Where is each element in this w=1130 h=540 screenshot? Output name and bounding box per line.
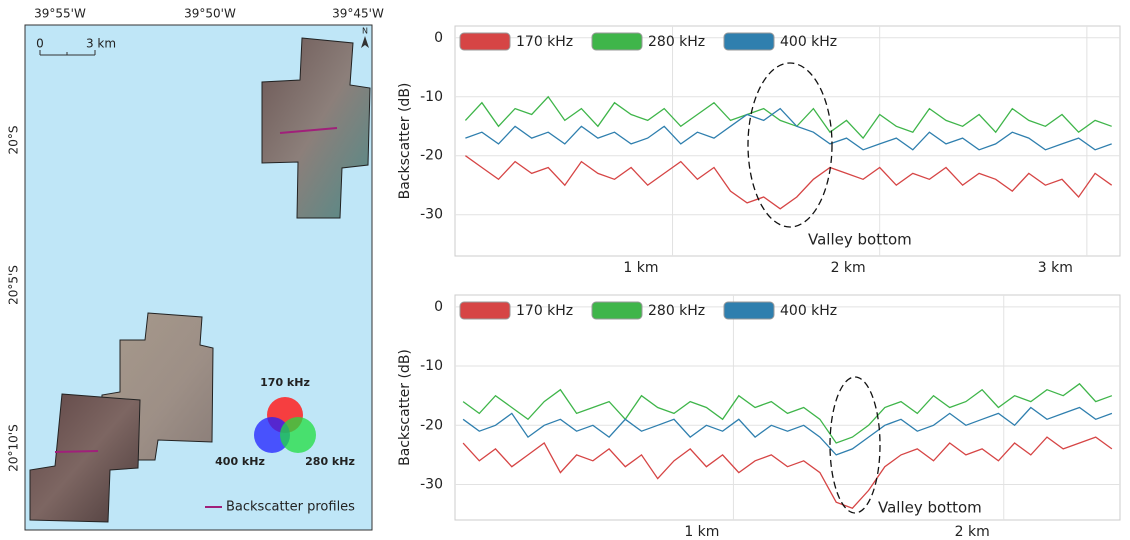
legend-label: 400 kHz: [780, 303, 837, 319]
scale-label: 0: [36, 37, 44, 51]
data-line: [462, 436, 1113, 509]
lon-label: 39°50'W: [184, 7, 236, 21]
lat-label: 20°5'S: [7, 265, 21, 305]
x-tick-label: 2 km: [955, 524, 990, 540]
rgb-label: 400 kHz: [215, 455, 265, 468]
y-tick-label: -10: [420, 358, 443, 374]
rgb-key: [254, 397, 316, 453]
annotation-ellipse: [747, 62, 833, 228]
annotation: Valley bottom: [878, 499, 982, 517]
legend-label: 170 kHz: [516, 303, 573, 319]
legend-swatch: [723, 32, 775, 51]
rgb-circle: [280, 417, 316, 453]
x-tick-label: 2 km: [831, 260, 866, 276]
y-tick-label: -20: [420, 148, 443, 164]
data-line: [464, 95, 1112, 140]
lat-label: 20°S: [7, 126, 21, 155]
legend-swatch: [723, 301, 775, 320]
plot-area: [454, 25, 1121, 257]
chart: 0 -10 -20 -30 1 km 2 km 3 km Backscatter (dB) 17…: [397, 25, 1121, 276]
legend-swatch: [591, 32, 643, 51]
map: 0 3 km N 39°55'W 39°50'W 39°45'W 20°S 20…: [7, 7, 384, 531]
profile-line: [279, 127, 338, 134]
profile-line: [54, 450, 99, 453]
legend-swatch: [591, 301, 643, 320]
mosaic-southwest: [29, 393, 141, 523]
y-tick-label: -10: [420, 89, 443, 105]
legend-label: 400 kHz: [780, 34, 837, 50]
lat-label: 20°10'S: [7, 424, 21, 471]
rgb-label: 280 kHz: [305, 455, 355, 468]
scale-label: 3 km: [86, 37, 116, 51]
data-line: [465, 107, 1112, 151]
north-arrow: N: [362, 27, 368, 36]
x-tick-label: 1 km: [684, 524, 719, 540]
lon-label: 39°45'W: [332, 7, 384, 21]
annotation: Valley bottom: [808, 231, 912, 249]
legend-swatch: [459, 301, 511, 320]
mosaic-north: [261, 37, 371, 219]
chart: 0 -10 -20 -30 1 km 2 km Backscatter (dB) 170 kH…: [397, 294, 1121, 540]
legend-label: 280 kHz: [648, 303, 705, 319]
plot-area: [454, 294, 1121, 521]
legend-swatch: [459, 32, 511, 51]
legend-label: 170 kHz: [516, 34, 573, 50]
data-line: [462, 406, 1113, 456]
y-tick-label: -30: [420, 207, 443, 223]
y-tick-label: -30: [420, 476, 443, 492]
x-tick-label: 1 km: [623, 260, 658, 276]
y-axis-label: Backscatter (dB): [397, 349, 413, 466]
legend-label: 280 kHz: [648, 34, 705, 50]
north-arrow: [361, 36, 369, 48]
data-line: [465, 155, 1113, 210]
annotation-ellipse: [829, 376, 881, 514]
y-axis-label: Backscatter (dB): [397, 83, 413, 200]
legend-label: Backscatter profiles: [226, 500, 355, 515]
y-tick-label: -20: [420, 417, 443, 433]
rgb-label: 170 kHz: [260, 376, 310, 389]
y-tick-label: 0: [434, 30, 443, 46]
rgb-circle: [254, 417, 290, 453]
y-tick-label: 0: [434, 299, 443, 315]
lon-label: 39°55'W: [34, 7, 86, 21]
data-line: [462, 382, 1113, 444]
x-tick-label: 3 km: [1038, 260, 1073, 276]
